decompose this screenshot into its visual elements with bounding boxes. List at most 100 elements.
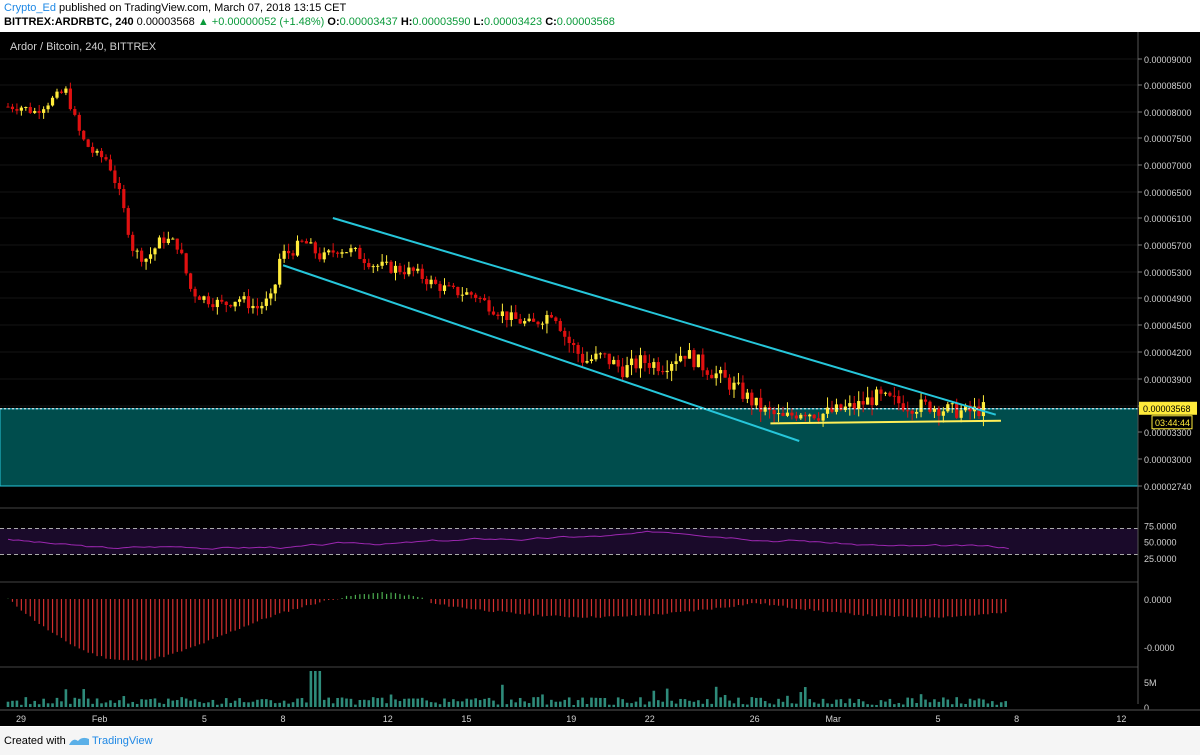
volume-bar [162,703,166,707]
volume-bar [808,699,812,707]
candle-body [197,296,202,300]
time-tick-label: 5 [935,714,940,724]
candle-body [870,397,874,406]
candle-body [705,370,709,375]
volume-bar [358,700,362,707]
rsi-panel [0,528,1138,555]
candle-body [15,109,19,111]
candle-body [46,105,50,110]
volume-bar [367,700,371,707]
volume-bar [705,699,709,707]
channel-upper-line[interactable] [332,217,997,416]
volume-bar [942,697,945,707]
candle-body [745,392,749,399]
volume-bar [777,698,780,707]
candle-body [144,258,148,262]
candle-body [233,301,237,307]
volume-bar [394,699,397,707]
volume-bar [260,699,264,707]
candle-body [888,392,892,396]
candle-body [527,318,531,322]
candle-body [638,355,643,369]
volume-bar [830,703,834,707]
candle-body [923,399,928,402]
volume-bar [950,704,954,707]
author-link[interactable]: Crypto_Ed [4,2,56,14]
volume-bar [483,698,486,707]
volume-bar [238,698,241,707]
volume-bar [999,702,1003,707]
candle-body [349,248,353,253]
volume-bar [198,701,201,707]
up-arrow-icon: ▲ [197,16,209,28]
volume-bar [28,704,32,707]
histogram-panel [7,592,1007,661]
volume-bar [879,700,883,707]
candle-body [95,150,99,153]
price-tick-label: 0.00003900 [1144,375,1192,385]
volume-bar [741,704,745,707]
volume-bar [714,686,718,707]
candle-body [438,283,442,291]
chart-area[interactable]: Ardor / Bitcoin, 240, BITTREX 0.00009000… [0,32,1200,726]
candle-body [166,238,170,244]
volume-bar [309,671,313,707]
candle-body [335,252,340,254]
tradingview-brand[interactable]: TradingView [92,735,153,747]
volume-bar [554,701,558,707]
candle-body [229,304,233,307]
candle-body [322,252,326,260]
chart-header: Crypto_Ed published on TradingView.com, … [0,0,1200,30]
candle-body [910,410,914,414]
candle-body [652,362,656,368]
candle-body [175,238,179,250]
volume-bar [603,697,607,707]
last-price-tag-label: 0.00003568 [1143,404,1191,414]
volume-bar [109,700,112,707]
candle-body [937,408,941,416]
volume-bar [420,697,424,707]
volume-bar [710,703,714,707]
price-axis[interactable]: 0.00009000 0.00008500 0.00008000 0.00007500… [1137,32,1200,726]
volume-bar [572,704,575,707]
volume-bar [946,699,950,707]
price-tick-label: 0.00004500 [1144,321,1192,331]
volume-bar [768,703,771,707]
volume-bar [697,700,700,707]
candle-body [309,242,313,244]
volume-bar [665,688,669,707]
time-tick-label: 29 [16,714,26,724]
candle-body [741,382,745,399]
volume-bar [875,704,878,707]
candle-body [683,355,687,359]
volume-bar [416,698,420,707]
volume-bar [835,699,838,707]
volume-bar [443,698,446,707]
candle-body [456,286,460,296]
volume-bar [211,699,215,707]
candle-body [834,404,839,412]
volume-bar [412,698,415,707]
candle-body [42,109,46,113]
channel-lower-line[interactable] [282,264,800,442]
candles [6,82,986,427]
volume-bar [273,703,277,707]
support-line[interactable] [770,419,1001,425]
volume-bar [153,698,157,707]
volume-bar [322,699,326,707]
volume-bar [861,701,865,707]
candle-body [104,157,108,160]
candle-body [148,254,153,259]
chart-svg[interactable]: Ardor / Bitcoin, 240, BITTREX 0.00009000… [0,32,1200,726]
volume-bar [291,702,295,707]
candle-body [830,407,834,412]
volume-bar [15,700,19,707]
price-tick-label: 0.00007500 [1144,134,1192,144]
volume-bar [558,701,562,707]
volume-bar [33,700,37,707]
candle-body [607,353,611,365]
time-axis[interactable]: 29 Feb 5 8 12 15 19 22 26 Mar 5 8 12 [0,709,1200,726]
candle-body [866,397,870,405]
open-label: O: [327,16,340,28]
volume-bar [505,704,509,707]
